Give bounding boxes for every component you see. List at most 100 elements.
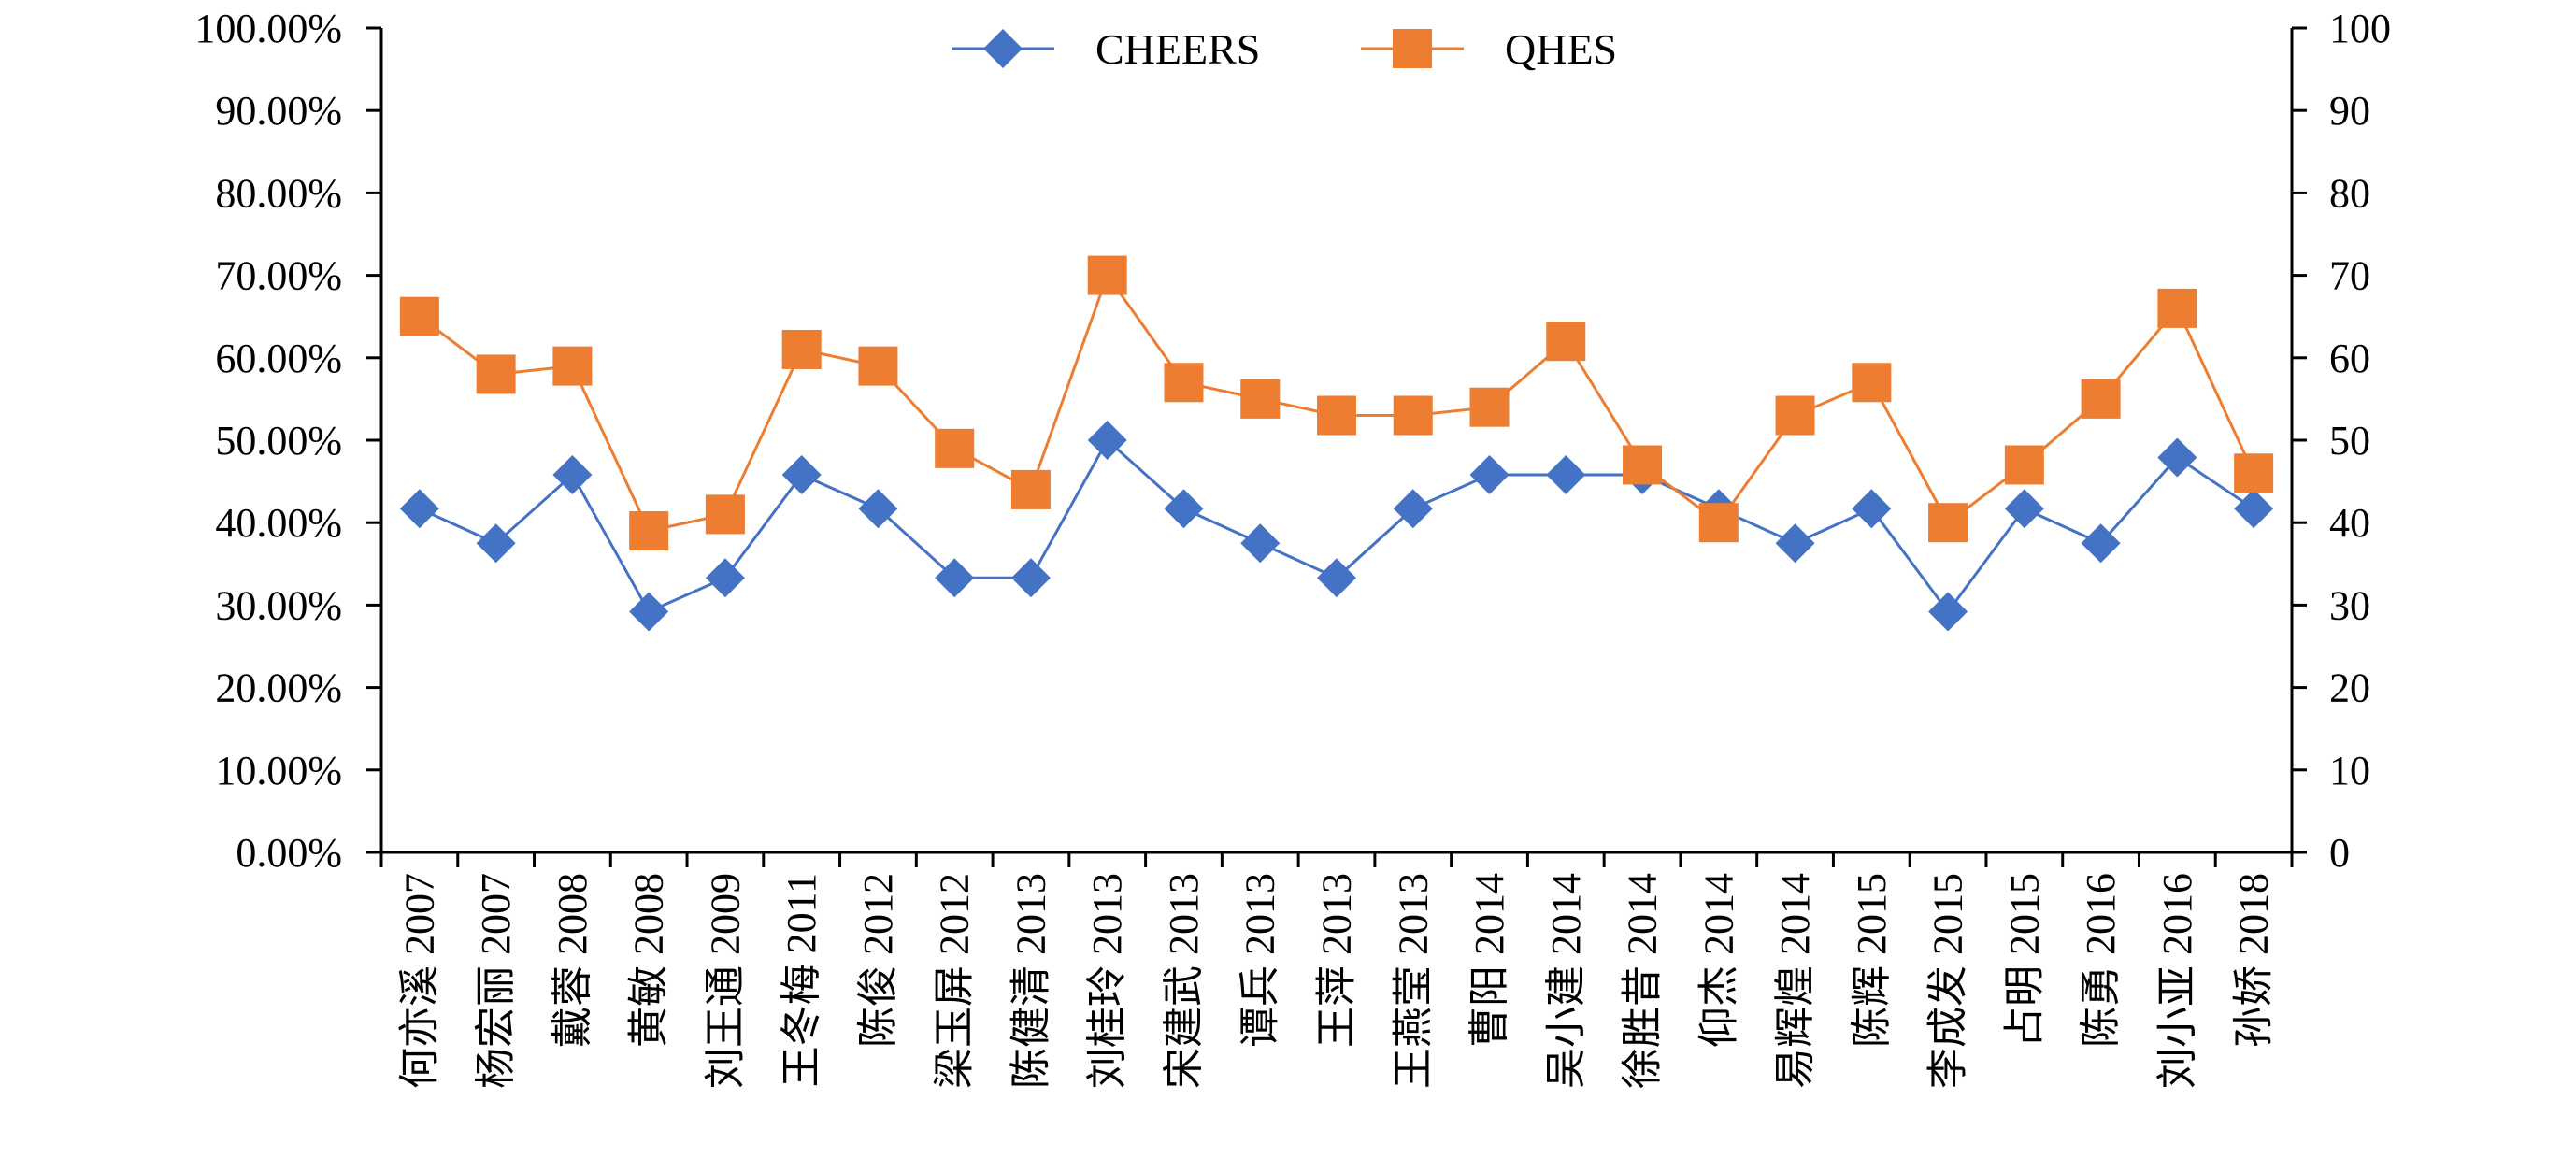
x-tick-label: 谭兵 2013: [1238, 873, 1283, 1048]
point-qhes: [1852, 363, 1892, 403]
right-tick-label: 80: [2329, 170, 2370, 216]
legend-label-qhes: QHES: [1505, 25, 1617, 73]
right-tick-label: 50: [2329, 418, 2370, 464]
point-qhes: [2157, 288, 2197, 328]
point-qhes: [1623, 445, 1663, 485]
point-qhes: [2081, 379, 2121, 419]
left-tick-label: 30.00%: [215, 582, 342, 628]
x-tick-label: 刘桂玲 2013: [1084, 873, 1130, 1089]
right-tick-label: 90: [2329, 88, 2370, 134]
point-cheers: [705, 558, 745, 598]
legend-marker-cheers: [983, 29, 1023, 68]
x-tick-label: 梁玉屏 2012: [932, 873, 978, 1089]
left-tick-label: 80.00%: [215, 170, 342, 216]
point-cheers: [399, 489, 439, 529]
left-tick-label: 60.00%: [215, 336, 342, 381]
point-cheers: [2004, 489, 2044, 529]
point-qhes: [399, 296, 439, 336]
x-tick-label: 杨宏丽 2007: [473, 873, 519, 1089]
legend-label-cheers: CHEERS: [1095, 25, 1260, 73]
point-qhes: [1087, 255, 1127, 295]
point-cheers: [1393, 489, 1433, 529]
point-qhes: [1393, 395, 1433, 436]
x-tick-label: 易辉煌 2014: [1772, 873, 1818, 1089]
point-cheers: [1087, 421, 1127, 460]
axes: 0.00% 10.00% 20.00% 30.00% 40.00% 50.00% 60.00…: [194, 6, 2391, 1089]
point-qhes: [1928, 503, 1968, 543]
point-qhes: [629, 511, 669, 551]
x-tick-label: 宋建武 2013: [1161, 873, 1207, 1089]
x-tick-label: 刘小亚 2016: [2154, 873, 2200, 1089]
right-tick-label: 0: [2329, 830, 2350, 876]
x-tick-label: 王燕莹 2013: [1390, 873, 1436, 1089]
x-tick-label: 曹阳 2014: [1467, 873, 1512, 1048]
point-cheers: [476, 523, 516, 564]
point-cheers: [781, 455, 822, 495]
left-tick-label: 50.00%: [215, 418, 342, 464]
point-cheers: [2234, 489, 2274, 529]
x-tick-label: 王冬梅 2011: [779, 873, 824, 1087]
legend-marker-qhes: [1393, 29, 1432, 68]
x-tick-label: 戴蓉 2008: [550, 873, 595, 1048]
point-cheers: [1928, 592, 1968, 632]
right-tick-label: 30: [2329, 582, 2370, 628]
point-cheers: [1775, 523, 1815, 564]
right-tick-label: 60: [2329, 336, 2370, 381]
x-tick-label: 吴小建 2014: [1543, 873, 1589, 1089]
x-tick-label: 刘王通 2009: [702, 873, 748, 1089]
point-cheers: [1010, 558, 1051, 598]
right-tick-label: 10: [2329, 748, 2370, 793]
left-tick-label: 100.00%: [194, 6, 342, 51]
point-qhes: [1317, 395, 1356, 436]
point-cheers: [629, 592, 669, 632]
x-tick-label: 陈勇 2016: [2078, 873, 2124, 1048]
left-tick-label: 0.00%: [236, 830, 342, 876]
point-cheers: [552, 455, 593, 495]
point-cheers: [1546, 455, 1586, 495]
point-qhes: [781, 329, 822, 369]
right-tick-label: 40: [2329, 500, 2370, 546]
point-qhes: [552, 346, 593, 386]
x-tick-label: 仰杰 2014: [1696, 873, 1741, 1048]
right-tick-label: 70: [2329, 253, 2370, 299]
x-tick-label: 何亦溪 2007: [396, 873, 442, 1089]
left-tick-label: 10.00%: [215, 748, 342, 793]
left-tick-label: 90.00%: [215, 88, 342, 134]
left-tick-label: 40.00%: [215, 500, 342, 546]
x-tick-label: 孙娇 2018: [2231, 873, 2277, 1048]
left-tick-label: 70.00%: [215, 253, 342, 299]
point-cheers: [1469, 455, 1510, 495]
point-cheers: [2157, 437, 2197, 478]
point-cheers: [1317, 558, 1356, 598]
x-tick-label: 李成发 2015: [1925, 873, 1971, 1089]
x-tick-label: 占明 2015: [2001, 873, 2047, 1048]
x-tick-label: 徐胜昔 2014: [1620, 873, 1666, 1089]
point-cheers: [1852, 489, 1892, 529]
x-tick-label: 黄敏 2008: [626, 873, 672, 1048]
point-cheers: [1240, 523, 1281, 564]
left-tick-label: 20.00%: [215, 665, 342, 711]
point-qhes: [1240, 379, 1281, 419]
point-qhes: [1164, 363, 1204, 403]
point-qhes: [935, 428, 975, 468]
point-qhes: [1775, 395, 1815, 436]
point-qhes: [1698, 503, 1739, 543]
x-tick-label: 陈健清 2013: [1008, 873, 1053, 1089]
point-qhes: [2234, 453, 2274, 493]
x-tick-label: 陈俊 2012: [855, 873, 901, 1048]
series-markers: [399, 255, 2274, 632]
point-cheers: [935, 558, 975, 598]
point-qhes: [705, 494, 745, 535]
point-cheers: [2081, 523, 2121, 564]
x-tick-label: 王萍 2013: [1314, 873, 1360, 1048]
point-cheers: [858, 489, 898, 529]
point-qhes: [1469, 387, 1510, 427]
right-tick-label: 20: [2329, 665, 2370, 711]
x-tick-label: 陈辉 2015: [1849, 873, 1895, 1048]
point-qhes: [1010, 469, 1051, 509]
point-qhes: [476, 354, 516, 394]
legend: CHEERS QHES: [952, 25, 1617, 73]
point-qhes: [2004, 445, 2044, 485]
